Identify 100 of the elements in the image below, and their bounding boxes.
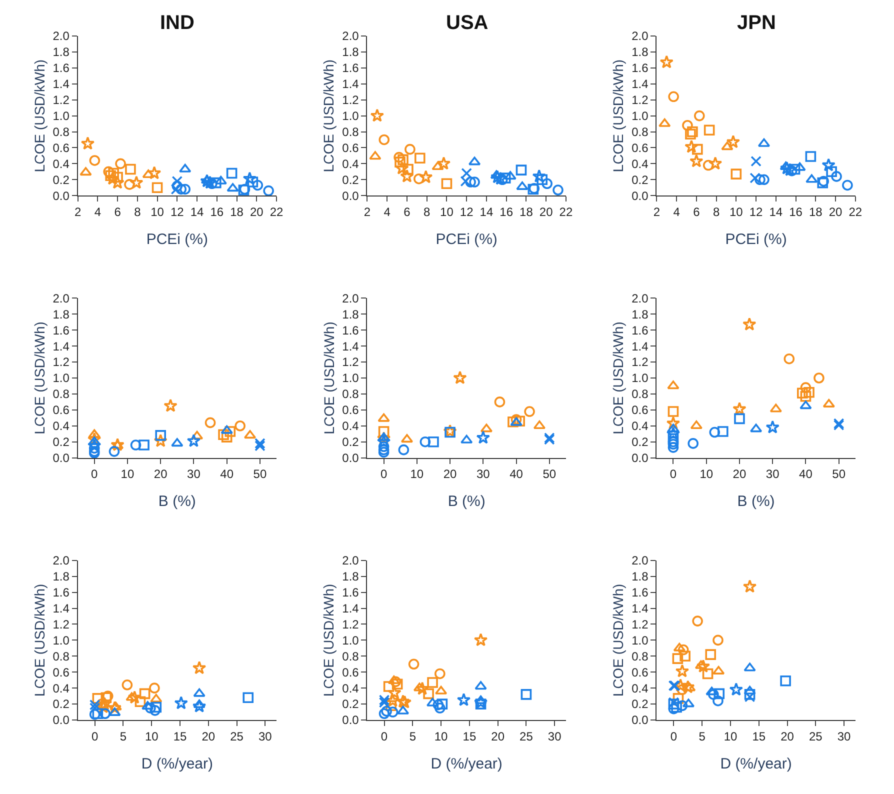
x-tick-label: 50 [542,467,556,482]
y-tick-label: 1.2 [52,93,70,108]
x-tick-label: 15 [173,729,187,744]
y-tick-label: 1.0 [342,633,360,648]
x-tick-label: 15 [752,729,766,744]
y-tick-label: 1.4 [342,77,360,92]
y-tick-label: 2.0 [52,291,70,306]
y-tick-label: 0.4 [632,156,649,171]
y-tick-label: 0.8 [52,649,70,664]
x-tick-label: 20 [828,205,843,219]
x-tick-label: 20 [732,467,746,482]
x-tick-label: 5 [698,729,706,744]
x-tick-label: 20 [443,467,458,482]
y-tick-label: 0.6 [52,140,70,155]
y-tick-label: 1.8 [632,307,649,322]
y-tick-label: 0.2 [52,435,70,450]
x-tick-label: 30 [548,729,562,744]
y-tick-label: 1.6 [342,61,360,76]
x-tick-label: 12 [170,205,184,219]
x-tick-label: 10 [144,729,159,744]
y-tick-label: 0.2 [342,172,360,187]
y-tick-label: 0.4 [52,419,70,434]
chart-title: IND [160,12,194,34]
y-tick-label: 0.4 [342,156,360,171]
y-tick-label: 0.6 [342,140,360,155]
x-tick-label: 10 [410,467,424,482]
y-tick-label: 0.6 [632,140,649,155]
y-tick-label: 0.2 [342,697,360,712]
y-tick-label: 1.8 [632,570,649,584]
x-tick-label: 40 [220,467,234,482]
x-tick-label: 5 [120,729,127,744]
y-axis-title: LCOE (USD/kWh) [31,59,48,172]
x-tick-label: 10 [150,205,164,219]
y-tick-label: 0.0 [342,451,360,465]
y-tick-label: 0.4 [52,681,70,696]
x-tick-label: 25 [808,729,823,744]
y-tick-label: 1.0 [632,109,649,123]
x-axis-title: D (%/year) [430,755,502,772]
y-tick-label: 1.4 [632,339,649,354]
y-tick-label: 0.0 [632,451,649,465]
y-tick-label: 1.6 [632,61,649,76]
y-axis-title: LCOE (USD/kWh) [31,322,48,434]
y-tick-label: 0.4 [52,156,70,171]
x-tick-label: 20 [780,729,794,744]
y-tick-label: 1.2 [342,617,360,632]
y-tick-label: 0.4 [632,681,649,696]
x-tick-label: 20 [250,205,264,219]
y-tick-label: 1.6 [52,61,70,76]
y-tick-label: 1.0 [342,109,360,123]
y-tick-label: 1.6 [52,586,70,600]
y-tick-label: 1.2 [52,617,70,632]
x-axis-title: PCEi (%) [725,231,787,248]
y-tick-label: 2.0 [632,554,649,568]
y-tick-label: 1.2 [342,355,360,370]
y-tick-label: 0.6 [632,665,649,680]
x-tick-label: 40 [510,467,524,482]
y-tick-label: 2.0 [632,29,649,44]
y-tick-label: 0.2 [52,172,70,187]
y-tick-label: 0.8 [632,124,649,139]
x-tick-label: 12 [460,205,474,219]
x-axis-title: B (%) [448,493,486,510]
x-axis-title: D (%/year) [720,755,792,772]
y-tick-label: 0.8 [52,124,70,139]
y-tick-label: 0.8 [632,649,649,664]
y-tick-label: 2.0 [632,291,649,306]
x-tick-label: 30 [837,729,852,744]
y-tick-label: 0.6 [342,403,360,418]
x-tick-label: 10 [724,729,738,744]
y-axis-title: LCOE (USD/kWh) [320,59,337,172]
x-axis-title: B (%) [158,493,196,510]
x-tick-label: 16 [789,205,803,219]
x-tick-label: 0 [670,467,677,482]
x-tick-label: 40 [799,467,813,482]
x-tick-label: 2 [74,205,82,219]
x-tick-label: 5 [409,729,416,744]
y-tick-label: 0.2 [632,435,649,450]
x-tick-label: 25 [230,729,244,744]
y-tick-label: 1.0 [52,371,70,386]
y-tick-label: 1.2 [632,93,649,108]
y-tick-label: 1.8 [632,45,649,60]
y-tick-label: 1.4 [52,601,70,616]
y-tick-label: 1.8 [342,45,360,60]
y-axis-title: LCOE (USD/kWh) [31,584,48,697]
x-tick-label: 0 [91,467,98,482]
y-tick-label: 1.0 [632,633,649,648]
y-tick-label: 1.4 [342,339,360,354]
x-tick-label: 30 [766,467,780,482]
x-axis-title: D (%/year) [141,755,214,772]
x-tick-label: 8 [712,205,720,219]
x-axis-title: B (%) [737,493,775,510]
y-tick-label: 1.8 [342,307,360,322]
x-tick-label: 0 [380,729,388,744]
y-tick-label: 0.4 [342,419,360,434]
y-tick-label: 2.0 [52,554,70,568]
y-tick-label: 1.4 [632,601,649,616]
y-tick-label: 1.0 [52,633,70,648]
y-tick-label: 0.0 [632,188,649,203]
x-tick-label: 14 [480,205,494,219]
x-tick-label: 10 [700,467,714,482]
x-tick-label: 50 [253,467,267,482]
